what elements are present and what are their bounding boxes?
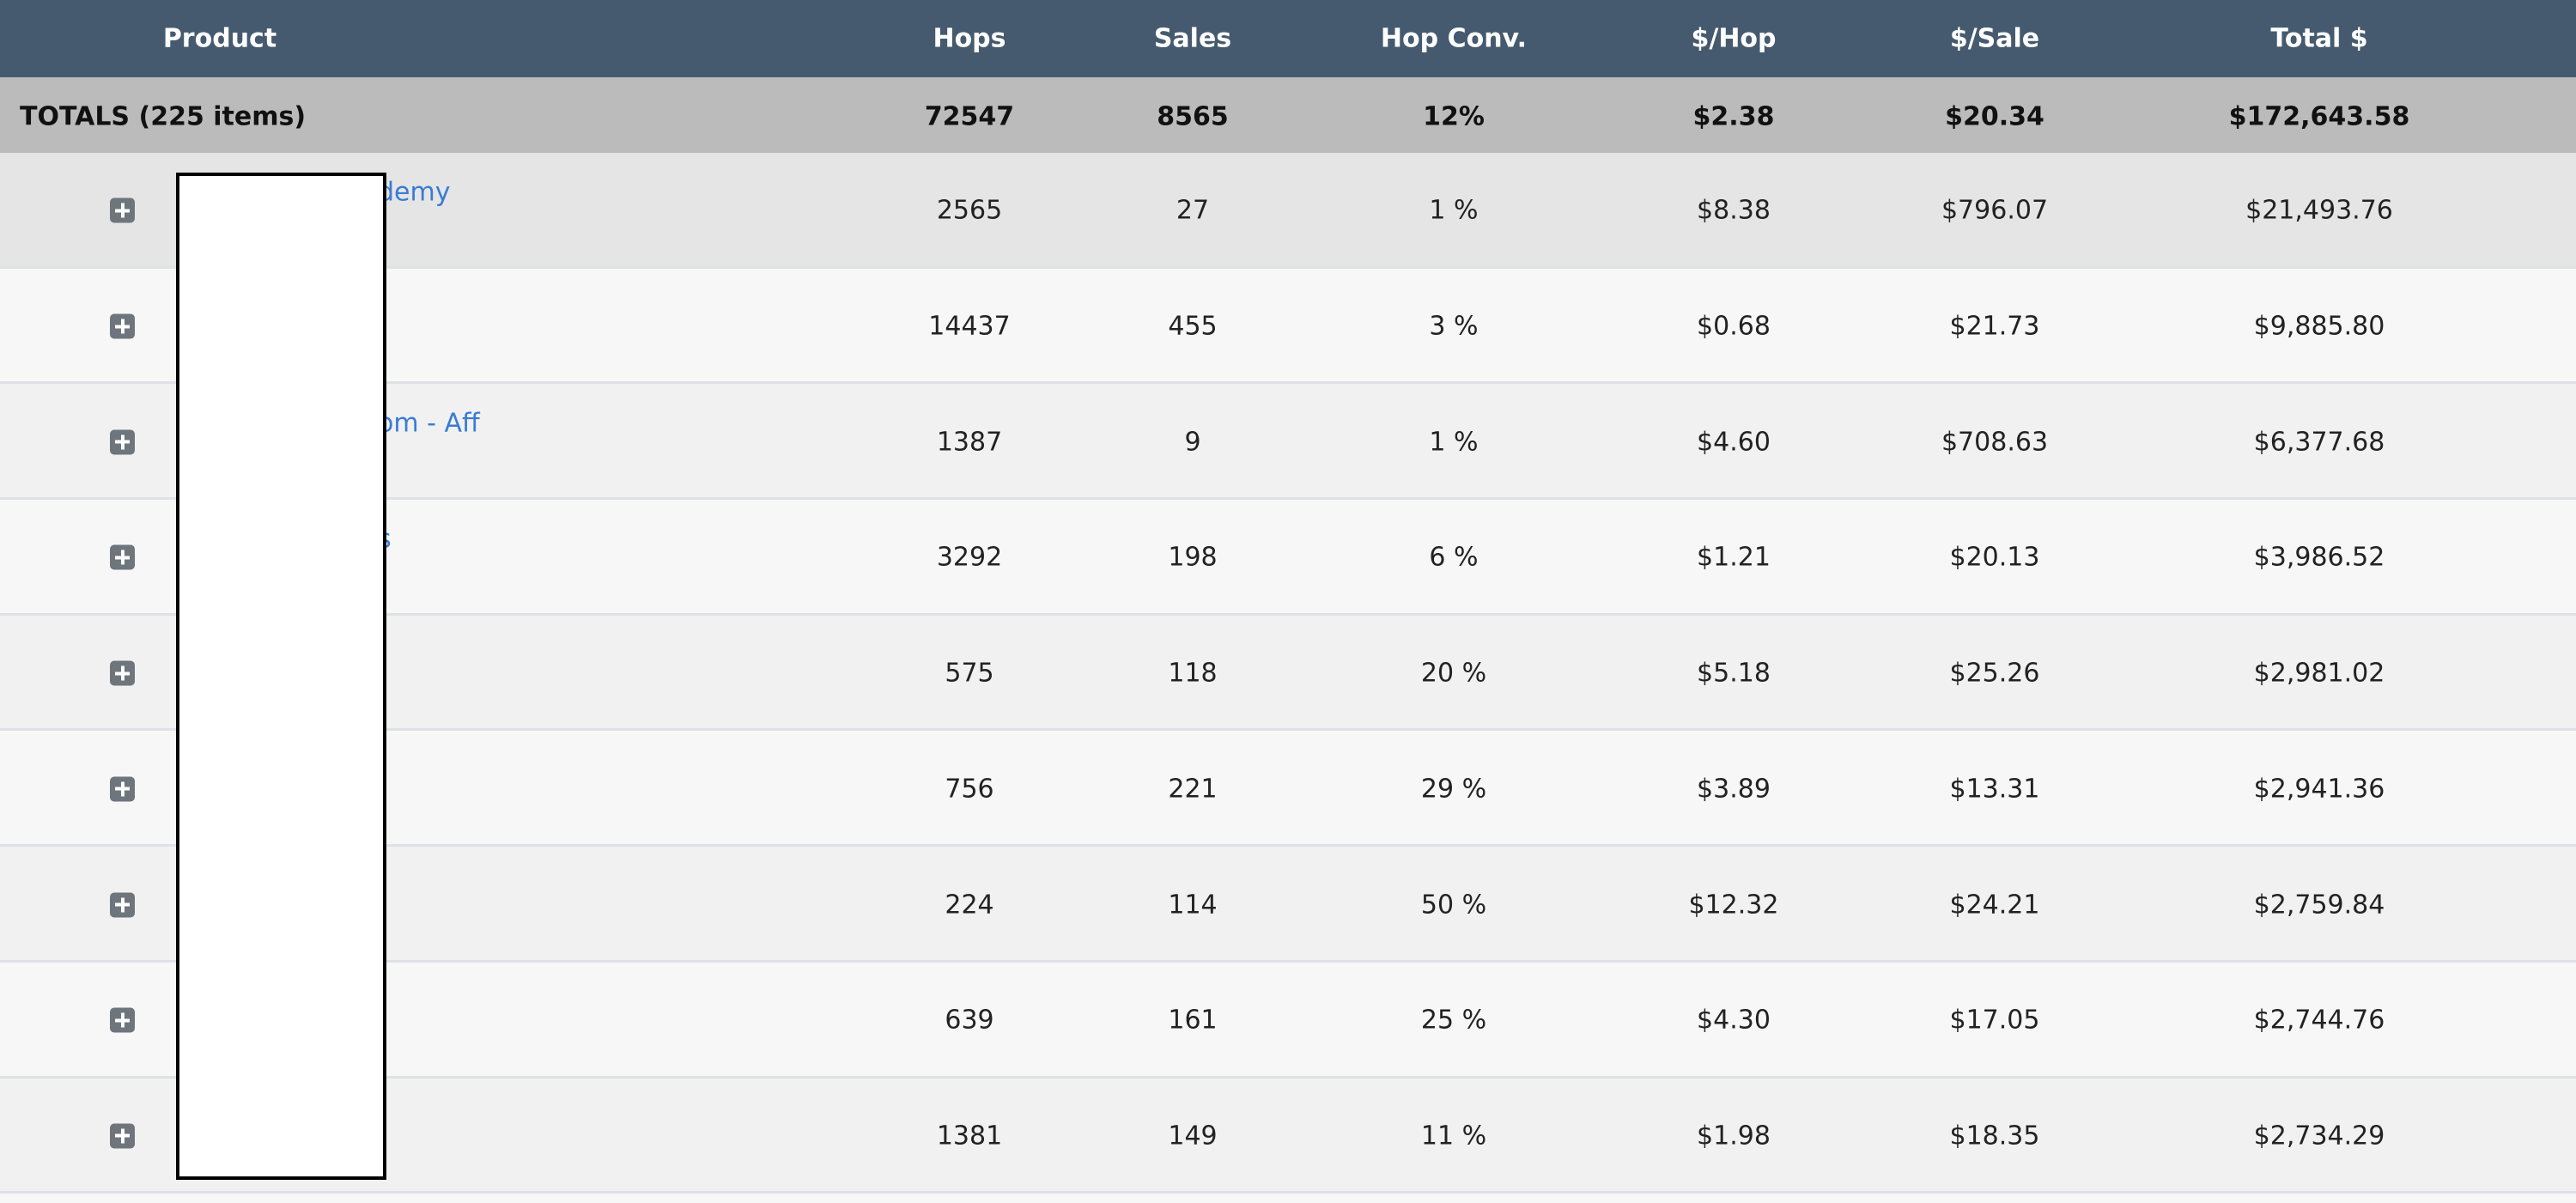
column-header[interactable]: Hops (933, 23, 1006, 54)
cell-value: 3292 (936, 542, 1003, 573)
cell-value: $3.89 (1697, 774, 1771, 805)
expand-button[interactable] (110, 660, 135, 686)
cell-value: 50 % (1420, 890, 1487, 920)
cell-value: $2,981.02 (2253, 658, 2385, 689)
cell-value: $21,493.76 (2245, 195, 2393, 226)
cell-value: 25 % (1420, 1005, 1487, 1036)
totals-row: TOTALS (225 items) 72547 8565 12% $2.38 $20.3… (0, 77, 2576, 153)
product-link[interactable]: demy (378, 177, 451, 208)
totals-value: $172,643.58 (2228, 101, 2410, 132)
table-row: demy 2565 27 1 % $8.38 $796.07 $21,493.76 (0, 153, 2576, 269)
redaction-box (176, 173, 386, 1180)
cell-value: $8.38 (1697, 195, 1771, 226)
cell-value: $12.32 (1688, 890, 1779, 920)
cell-value: $1.98 (1697, 1121, 1771, 1151)
column-header[interactable]: Hop Conv. (1380, 23, 1528, 54)
cell-value: 224 (945, 890, 994, 920)
cell-value: 6 % (1429, 542, 1479, 573)
cell-value: $18.35 (1949, 1121, 2040, 1151)
cell-value: 1387 (936, 427, 1003, 458)
totals-value: $2.38 (1692, 101, 1775, 132)
cell-value: $708.63 (1941, 427, 2049, 458)
cell-value: $20.13 (1949, 542, 2040, 573)
table-row: s32921986 %$1.21$20.13$3,986.52 (0, 500, 2576, 616)
column-header[interactable]: $/Sale (1949, 23, 2040, 54)
cell-value: $2,759.84 (2253, 890, 2385, 920)
cell-value: 2565 (936, 195, 1003, 226)
cell-value: 29 % (1420, 774, 1487, 805)
cell-value: 114 (1168, 890, 1218, 920)
cell-value: $24.21 (1949, 890, 2040, 920)
table-row: 756 221 29 % $3.89 $13.31 $2,941.36 (0, 731, 2576, 848)
expand-button[interactable] (110, 892, 135, 918)
table-row: om - Aff 1387 9 1 % $4.60 $708.63 $6,377.68 (0, 384, 2576, 501)
cell-value: 11 % (1420, 1121, 1487, 1151)
cell-value: $17.05 (1949, 1005, 2040, 1036)
column-header[interactable]: $/Hop (1691, 23, 1777, 54)
cell-value: $4.30 (1697, 1005, 1771, 1036)
cell-value: 1 % (1429, 195, 1479, 226)
cell-value: 1381 (936, 1121, 1003, 1151)
cell-value: $25.26 (1949, 658, 2040, 689)
cell-value: 756 (945, 774, 994, 805)
cell-value: $13.31 (1949, 774, 2040, 805)
product-link[interactable]: om - Aff (378, 408, 480, 439)
cell-value: 221 (1168, 774, 1218, 805)
cell-value: 9 (1184, 427, 1201, 458)
cell-value: 20 % (1420, 658, 1487, 689)
table-row: 575 118 20 % $5.18 $25.26 $2,981.02 (0, 615, 2576, 732)
totals-label: TOTALS (225 items) (20, 101, 307, 132)
cell-value: $3,986.52 (2253, 542, 2385, 573)
cell-value: 161 (1168, 1005, 1218, 1036)
cell-value: 198 (1168, 542, 1218, 573)
cell-value: 575 (945, 658, 994, 689)
expand-button[interactable] (110, 197, 135, 223)
cell-value: $0.68 (1697, 311, 1771, 342)
totals-value: $20.34 (1945, 101, 2044, 132)
cell-value: $1.21 (1697, 542, 1771, 573)
cell-value: $2,734.29 (2253, 1121, 2385, 1151)
expand-button[interactable] (110, 1123, 135, 1149)
expand-button[interactable] (110, 313, 135, 339)
cell-value: 3 % (1429, 311, 1479, 342)
column-header[interactable]: Product (162, 23, 277, 54)
table-row: 224 114 50 % $12.32 $24.21 $2,759.84 (0, 847, 2576, 963)
cell-value: 1 % (1429, 427, 1479, 458)
table-row: 1381 149 11 % $1.98 $18.35 $2,734.29 (0, 1078, 2576, 1194)
cell-value: 639 (945, 1005, 994, 1036)
cell-value: $9,885.80 (2253, 311, 2385, 342)
cell-value: $2,941.36 (2253, 774, 2385, 805)
expand-button[interactable] (110, 429, 135, 455)
table-row: 14437 455 3 % $0.68 $21.73 $9,885.80 (0, 268, 2576, 385)
totals-value: 72547 (924, 101, 1015, 132)
expand-button[interactable] (110, 776, 135, 802)
cell-value: $5.18 (1697, 658, 1771, 689)
cell-value: 455 (1168, 311, 1218, 342)
column-header[interactable]: Total $ (2270, 23, 2368, 54)
totals-value: 8565 (1157, 101, 1229, 132)
cell-value: $4.60 (1697, 427, 1771, 458)
totals-value: 12% (1423, 101, 1485, 132)
table-row: 639 161 25 % $4.30 $17.05 $2,744.76 (0, 962, 2576, 1078)
expand-button[interactable] (110, 544, 135, 570)
expand-button[interactable] (110, 1007, 135, 1033)
cell-value: 27 (1176, 195, 1210, 226)
table-header: Product Hops Sales Hop Conv. $/Hop $/Sale Tota… (0, 0, 2576, 77)
cell-value: 149 (1168, 1121, 1218, 1151)
cell-value: 118 (1168, 658, 1218, 689)
cell-value: $21.73 (1949, 311, 2040, 342)
cell-value: $796.07 (1941, 195, 2049, 226)
column-header[interactable]: Sales (1153, 23, 1232, 54)
cell-value: $6,377.68 (2253, 427, 2385, 458)
cell-value: 14437 (928, 311, 1011, 342)
cell-value: $2,744.76 (2253, 1005, 2385, 1036)
